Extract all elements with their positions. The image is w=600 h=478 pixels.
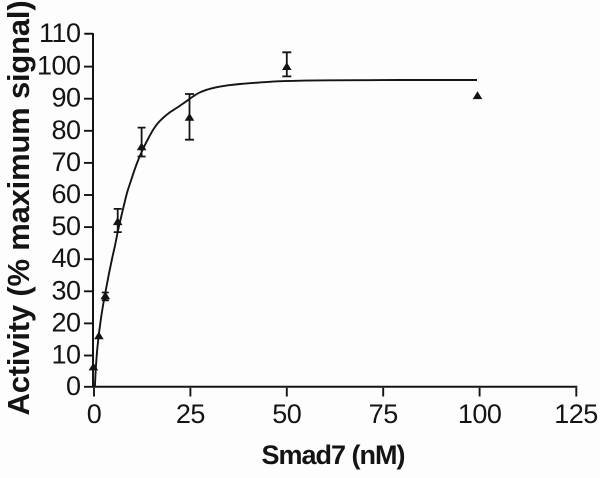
svg-text:75: 75 xyxy=(369,399,398,429)
svg-text:Activity (% maximum signal): Activity (% maximum signal) xyxy=(1,1,36,416)
svg-text:20: 20 xyxy=(51,307,80,337)
svg-text:90: 90 xyxy=(51,83,80,113)
svg-text:0: 0 xyxy=(87,399,102,429)
svg-text:10: 10 xyxy=(51,340,80,370)
svg-text:100: 100 xyxy=(37,51,81,81)
svg-text:80: 80 xyxy=(51,115,80,145)
svg-text:40: 40 xyxy=(51,243,80,273)
svg-text:50: 50 xyxy=(272,399,301,429)
svg-text:0: 0 xyxy=(66,371,81,401)
svg-text:25: 25 xyxy=(176,399,205,429)
svg-text:30: 30 xyxy=(51,275,80,305)
svg-text:125: 125 xyxy=(554,399,598,429)
svg-text:100: 100 xyxy=(458,399,502,429)
svg-text:110: 110 xyxy=(39,18,81,48)
svg-text:Smad7 (nM): Smad7 (nM) xyxy=(261,440,404,470)
svg-text:50: 50 xyxy=(51,211,80,241)
svg-text:70: 70 xyxy=(51,147,80,177)
svg-text:60: 60 xyxy=(51,179,80,209)
